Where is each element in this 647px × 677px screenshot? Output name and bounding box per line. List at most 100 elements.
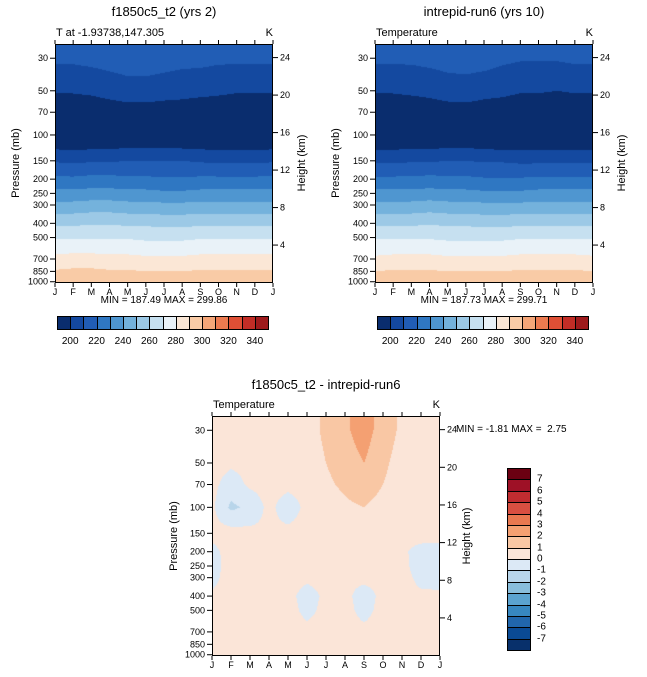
colorbar-tick-label: 4: [537, 508, 543, 519]
month-tick-label: S: [517, 287, 523, 297]
colorbar-segment: [70, 316, 85, 330]
colorbar-segment: [442, 316, 458, 330]
colorbar-segment: [96, 316, 111, 330]
colorbar-tick-label: 300: [193, 336, 211, 347]
height-tick-label: 4: [600, 240, 605, 250]
colorbar-segment: [149, 316, 164, 330]
month-tick-label: J: [271, 287, 276, 297]
month-tick-label: S: [361, 660, 367, 670]
pressure-tick-label: 30: [38, 53, 48, 63]
colorbar-segment: [377, 316, 392, 330]
panel2-title: intrepid-run6 (yrs 10): [423, 4, 545, 19]
month-tick-label: S: [197, 287, 203, 297]
colorbar-tick-label: -6: [537, 621, 546, 633]
month-tick-label: A: [426, 287, 432, 297]
colorbar-segment: [122, 316, 138, 330]
colorbar-tick-label: 1: [537, 542, 543, 554]
pressure-tick-label: 250: [33, 188, 48, 198]
height-tick-label: 12: [600, 165, 610, 175]
colorbar-tick-label: -2: [537, 576, 546, 588]
diff-panel-colorbar: 7 6 5 4 3 2 1 0 -1 -2 -3 -4 -5 -6 -7: [507, 468, 577, 651]
panel1-colorbar: 200 220 240 260 280 300 320 340: [57, 316, 269, 352]
month-tick-label: J: [464, 287, 469, 297]
pressure-tick-label: 300: [353, 200, 368, 210]
panel1-plot-area: 30 50 70 100 150 200 250 300 400 500 700 850 1000 4 8 1…: [28, 40, 290, 297]
colorbar-segment: [522, 316, 537, 330]
diff-panel-minmax: MIN = -1.81 MAX = 2.75: [456, 424, 567, 435]
month-tick-label: J: [162, 287, 167, 297]
panel2-height-axis-title: Height (km): [616, 134, 628, 192]
pressure-tick-label: 70: [195, 480, 205, 490]
pressure-tick-label: 70: [38, 107, 48, 117]
colorbar-tick-label: 240: [434, 336, 452, 347]
colorbar-segment: [495, 316, 510, 330]
month-tick-label: J: [210, 660, 215, 670]
colorbar-tick-label: 340: [566, 336, 584, 347]
diff-panel-subtitle-left: Temperature: [213, 399, 275, 411]
colorbar-tick-label: 340: [246, 336, 264, 347]
month-tick-label: J: [591, 287, 596, 297]
pressure-tick-label: 30: [358, 53, 368, 63]
colorbar-tick-label: 2: [537, 530, 543, 542]
panel2-plot-area: 30 50 70 100 150 200 250 300 400 500 700 850 1000 4 8 1…: [348, 40, 610, 297]
panel1-pressure-axis-title: Pressure (mb): [10, 128, 22, 198]
colorbar-tick-label: 220: [408, 336, 425, 347]
pressure-tick-label: 850: [190, 639, 205, 649]
colorbar-tick-label: 6: [537, 485, 543, 497]
pressure-tick-label: 1000: [185, 650, 205, 660]
colorbar-tick-label: 300: [513, 336, 531, 347]
pressure-tick-label: 150: [353, 156, 368, 166]
colorbar-segment: [416, 316, 431, 330]
height-tick-label: 20: [447, 462, 457, 472]
pressure-tick-label: 50: [195, 458, 205, 468]
diff-panel-plot-area: 30 50 70 100 150 200 250 300 400 500 700 850 1000 4 8 1…: [185, 412, 457, 670]
pressure-tick-label: 100: [353, 130, 368, 140]
month-tick-label: D: [418, 660, 425, 670]
month-tick-label: F: [70, 287, 76, 297]
pressure-tick-label: 250: [190, 561, 205, 571]
colorbar-tick-label: -4: [537, 599, 546, 610]
pressure-tick-label: 850: [353, 266, 368, 276]
colorbar-segment: [507, 638, 531, 651]
panel1-subtitle-left: T at -1.93738,147.305: [56, 27, 165, 39]
colorbar-segment: [57, 316, 72, 330]
pressure-tick-label: 200: [33, 174, 48, 184]
colorbar-segment: [561, 316, 576, 330]
height-tick-label: 16: [447, 500, 457, 510]
month-tick-label: J: [305, 660, 310, 670]
colorbar-segment: [482, 316, 497, 330]
colorbar-tick-label: -7: [537, 633, 546, 645]
colorbar-segment: [215, 316, 230, 330]
colorbar-tick-label: 280: [487, 336, 505, 347]
height-tick-label: 20: [600, 90, 610, 100]
height-tick-label: 20: [280, 90, 290, 100]
height-tick-label: 8: [600, 203, 605, 213]
pressure-tick-label: 1000: [28, 277, 48, 287]
month-tick-label: J: [53, 287, 58, 297]
pressure-tick-label: 200: [353, 174, 368, 184]
colorbar-tick-label: 200: [61, 336, 79, 347]
contour-field: [55, 44, 273, 283]
pressure-tick-label: 100: [190, 502, 205, 512]
diff-panel-pressure-axis-title: Pressure (mb): [168, 501, 180, 571]
colorbar-segment: [574, 316, 589, 330]
month-tick-label: O: [379, 660, 386, 670]
colorbar-segment: [109, 316, 124, 330]
plot-frame: [55, 44, 273, 283]
contour-field: [375, 44, 593, 283]
colorbar-tick-label: 320: [540, 336, 557, 347]
panel1-minmax: MIN = 187.49 MAX = 299.86: [100, 295, 228, 306]
height-tick-label: 16: [280, 128, 290, 138]
colorbar-tick-label: 7: [537, 473, 543, 485]
colorbar-tick-label: 240: [114, 336, 132, 347]
panel2-units-label: K: [585, 27, 593, 39]
colorbar-tick-label: 0: [537, 553, 543, 565]
colorbar-segment: [254, 316, 269, 330]
pressure-tick-label: 150: [190, 528, 205, 538]
pressure-tick-label: 1000: [348, 277, 368, 287]
colorbar-tick-label: 260: [140, 336, 158, 347]
pressure-tick-label: 150: [33, 156, 48, 166]
colorbar-segment: [390, 316, 405, 330]
height-tick-label: 8: [447, 575, 452, 585]
